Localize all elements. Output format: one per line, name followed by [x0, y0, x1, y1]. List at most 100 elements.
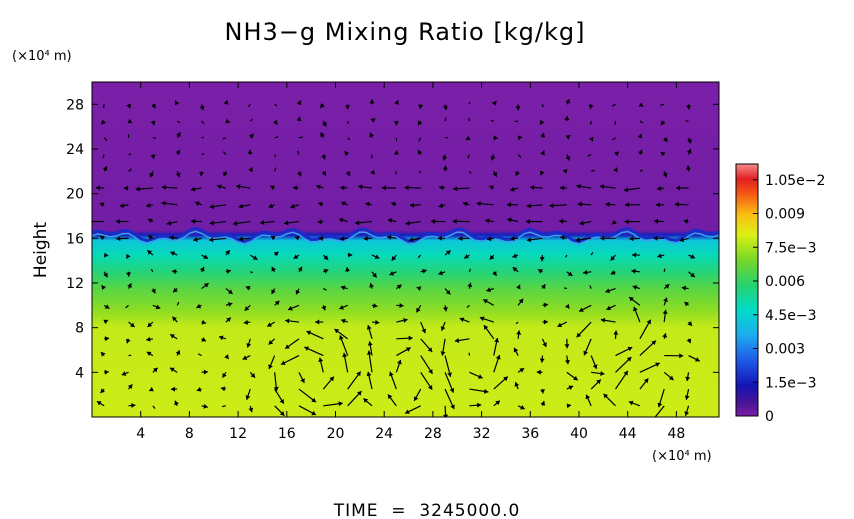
wind-arrow [444, 372, 455, 393]
wind-arrow [688, 271, 696, 278]
wind-arrow [199, 104, 205, 111]
wind-arrow [539, 170, 545, 176]
wind-arrow [147, 235, 154, 240]
wind-arrow [674, 201, 689, 207]
wind-arrow [146, 202, 153, 208]
wind-arrow [260, 220, 275, 225]
wind-arrow [486, 236, 494, 242]
wind-arrow [250, 271, 253, 274]
wind-arrow [103, 252, 109, 258]
wind-arrow [444, 355, 452, 378]
wind-arrow [542, 319, 548, 325]
wind-arrow [444, 249, 451, 256]
wind-arrow [479, 316, 494, 323]
wind-arrow [222, 151, 227, 155]
wind-arrow [128, 321, 136, 328]
wind-arrow [121, 371, 129, 376]
wind-arrow [323, 401, 343, 407]
wind-arrow [442, 154, 448, 161]
wind-arrow [320, 131, 325, 139]
wind-arrow [562, 168, 568, 174]
wind-arrow [662, 309, 668, 323]
wind-arrow [576, 321, 592, 338]
wind-arrow [465, 135, 471, 141]
wind-arrow [615, 346, 633, 357]
wind-arrow [104, 369, 109, 375]
wind-arrow [662, 171, 668, 178]
wind-arrow [293, 254, 300, 260]
wind-arrow [104, 336, 110, 342]
wind-arrow [323, 288, 327, 291]
wind-arrow [316, 184, 324, 190]
wind-arrow [115, 218, 129, 224]
wind-arrow [610, 270, 616, 275]
wind-arrow [342, 352, 349, 373]
wind-arrow [298, 372, 305, 384]
wind-arrow [509, 186, 519, 192]
wind-arrow [395, 359, 402, 373]
wind-arrow [638, 102, 644, 107]
wind-arrow [624, 219, 640, 225]
wind-arrow [540, 400, 546, 407]
wind-arrow [483, 324, 495, 340]
wind-arrow [587, 154, 592, 157]
wind-arrow [174, 400, 179, 407]
wind-arrow [600, 235, 616, 241]
wind-arrow [444, 288, 451, 295]
wind-arrow [684, 388, 690, 400]
wind-arrow [209, 204, 227, 210]
wind-arrow [102, 154, 105, 159]
wind-arrow [196, 303, 202, 309]
wind-arrow [220, 386, 227, 392]
wind-arrow [633, 306, 641, 323]
wind-arrow [166, 220, 178, 226]
wind-arrow [540, 132, 546, 138]
wind-arrow [606, 304, 616, 311]
wind-arrow [585, 394, 592, 407]
wind-arrow [526, 237, 543, 243]
wind-arrow [639, 319, 652, 340]
wind-arrow [628, 400, 641, 407]
wind-arrow [298, 405, 317, 416]
wind-arrow [468, 117, 470, 122]
wind-arrow [274, 405, 285, 417]
wind-arrow [340, 201, 348, 206]
wind-arrow [468, 170, 472, 174]
wind-arrow [679, 237, 689, 243]
wind-arrow [99, 388, 106, 394]
wind-arrow [148, 386, 154, 392]
wind-arrow [176, 131, 181, 139]
wind-arrow [530, 185, 543, 191]
wind-arrow [169, 333, 178, 340]
wind-arrow [513, 347, 519, 356]
wind-arrow [196, 387, 202, 392]
wind-arrow [123, 185, 129, 191]
wind-arrow [409, 202, 421, 208]
wind-arrow [438, 185, 446, 191]
wind-arrow [358, 184, 373, 190]
wind-arrow [440, 338, 446, 356]
wind-arrow [280, 355, 300, 366]
colorbar-tick-label: 1.5e−3 [765, 375, 817, 391]
wind-arrow [274, 300, 280, 306]
wind-arrow [629, 236, 640, 242]
wind-arrow [539, 119, 545, 125]
y-tick-label: 8 [75, 321, 84, 337]
wind-arrow [315, 319, 324, 325]
wind-arrow [345, 171, 351, 177]
wind-arrow [662, 333, 668, 339]
wind-arrow [125, 253, 131, 259]
wind-arrow [321, 170, 327, 176]
wind-arrow [490, 154, 496, 161]
wind-arrow [578, 304, 592, 313]
x-axis: 4 8 12 16 20 24 28 32 36 40 44 48 [136, 82, 685, 442]
wind-arrow [199, 171, 205, 177]
wind-arrow [274, 167, 277, 172]
wind-arrow [685, 372, 691, 382]
wind-arrow [222, 137, 227, 140]
wind-arrow [663, 371, 674, 381]
wind-arrow [201, 254, 209, 260]
wind-arrow [150, 120, 156, 126]
wind-arrow [127, 118, 133, 124]
